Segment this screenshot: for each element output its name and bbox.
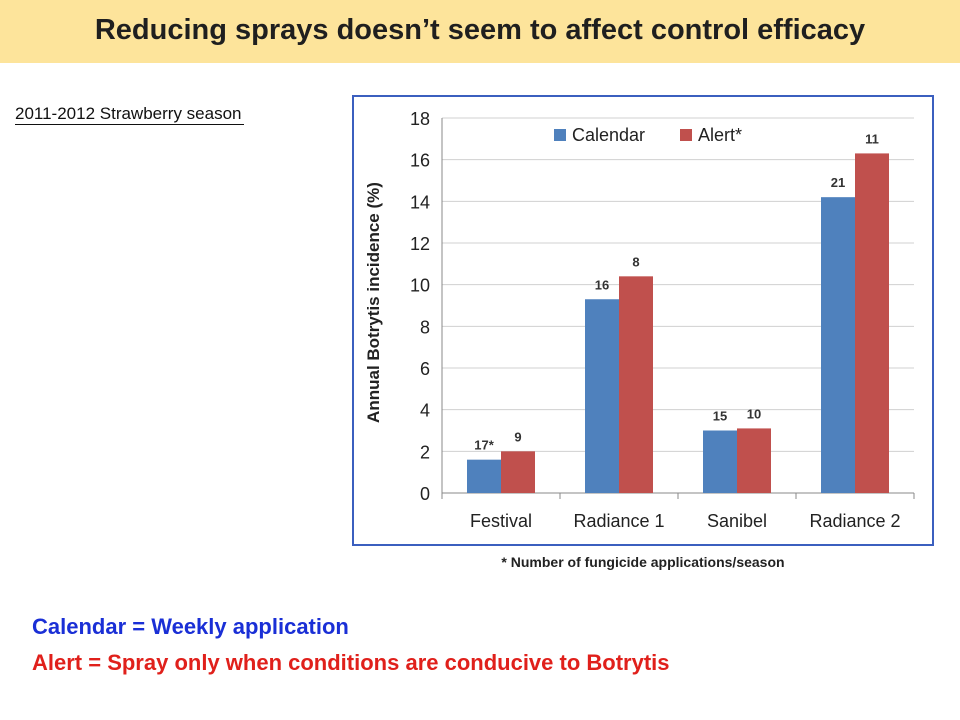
data-label: 15 — [713, 409, 727, 424]
calendar-definition: Calendar = Weekly application — [32, 614, 349, 639]
y-axis-label: Annual Botrytis incidence (%) — [364, 182, 383, 423]
bar-chart: 0 2 4 6 8 10 12 14 16 18 Annual Botrytis incidence… — [364, 109, 915, 531]
y-tick-label: 2 — [420, 442, 430, 462]
bar-calendar — [703, 430, 737, 493]
page-title: Reducing sprays doesn’t seem to affect c… — [94, 14, 866, 46]
x-tick-label: Festival — [470, 511, 532, 531]
x-tick-label: Radiance 2 — [809, 511, 900, 531]
y-tick-label: 14 — [410, 192, 430, 212]
title-bar — [0, 0, 960, 63]
y-tick-label: 16 — [410, 151, 430, 171]
y-tick-label: 0 — [420, 484, 430, 504]
y-tick-label: 6 — [420, 359, 430, 379]
legend-swatch — [554, 129, 566, 141]
bar-calendar — [585, 299, 619, 493]
data-label: 16 — [595, 277, 609, 292]
data-label: 17* — [474, 438, 494, 453]
y-tick-label: 8 — [420, 317, 430, 337]
data-label: 21 — [831, 175, 845, 190]
legend-label: Alert* — [698, 125, 742, 145]
season-label: 2011-2012 Strawberry season — [15, 104, 244, 125]
chart-footnote: * Number of fungicide applications/seaso… — [501, 554, 785, 570]
legend-swatch — [680, 129, 692, 141]
data-label: 11 — [865, 131, 879, 146]
y-tick-label: 10 — [410, 276, 430, 296]
y-tick-label: 12 — [410, 234, 430, 254]
bar-alert — [619, 276, 653, 493]
legend-label: Calendar — [572, 125, 645, 145]
bar-alert — [501, 451, 535, 493]
y-tick-label: 18 — [410, 109, 430, 129]
x-tick-label: Sanibel — [707, 511, 767, 531]
bar-calendar — [821, 197, 855, 493]
bar-alert — [855, 153, 889, 493]
x-tick-label: Radiance 1 — [573, 511, 664, 531]
y-tick-label: 4 — [420, 401, 430, 421]
data-label: 10 — [747, 406, 761, 421]
bar-calendar — [467, 459, 501, 493]
alert-definition: Alert = Spray only when conditions are c… — [32, 650, 670, 675]
bar-alert — [737, 428, 771, 493]
data-label: 8 — [632, 254, 639, 269]
data-label: 9 — [514, 429, 521, 444]
